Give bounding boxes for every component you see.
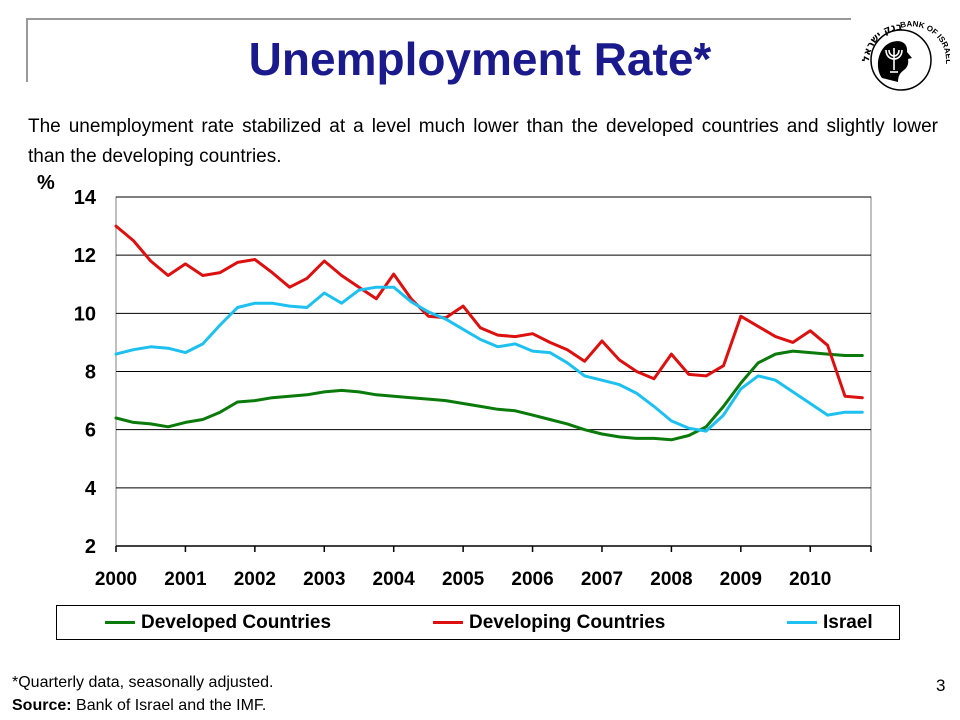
frame-left-rule [26,18,28,82]
legend-label-israel: Israel [823,611,873,633]
page-number: 3 [936,676,946,695]
gridlines [116,196,871,547]
x-tick-label: 2009 [720,569,762,590]
source-note: Source: Bank of Israel and the IMF. [12,697,266,715]
menorah-icon [885,48,903,73]
chart-legend: Developed Countries Developing Countries… [56,605,900,640]
x-tick-labels: 2000 2001 2002 2003 2004 2005 2006 2007 2008 2009… [95,569,832,590]
legend-swatch-developing [433,621,463,624]
slide-subtitle: The unemployment rate stabilized at a le… [28,116,938,167]
legend-label-developing: Developing Countries [469,611,666,633]
legend-item-developed: Developed Countries [105,606,331,639]
series-lines [114,224,864,442]
frame-top-rule [26,18,851,20]
source-text: Bank of Israel and the IMF. [71,697,267,714]
footnote: *Quarterly data, seasonally adjusted. [12,674,274,691]
source-label: Source: [12,697,72,714]
x-tick-label: 2002 [234,569,276,590]
x-ticks [115,546,872,552]
y-tick-label: 10 [74,303,96,325]
x-tick-label: 2007 [581,569,623,590]
page-title: Unemployment Rate* [248,33,712,85]
x-tick-label: 2006 [511,569,553,590]
y-tick-label: 14 [74,187,97,209]
y-tick-label: 4 [85,478,97,500]
series-line-israel [114,285,864,433]
legend-label-developed: Developed Countries [141,611,332,633]
legend-item-developing: Developing Countries [433,606,665,639]
x-tick-label: 2005 [442,569,485,590]
x-tick-label: 2008 [650,569,692,590]
x-tick-label: 2003 [303,569,345,590]
y-tick-label: 2 [85,536,96,558]
bank-of-israel-logo: בנק ישראל BANK OF ISRAEL [861,19,950,91]
y-axis-label: % [37,172,55,194]
legend-swatch-developed [105,621,135,624]
y-tick-label: 12 [74,245,96,267]
x-tick-label: 2004 [373,569,416,590]
x-tick-label: 2010 [789,569,831,590]
x-tick-label: 2001 [164,569,207,590]
series-line-developed-countries [114,349,864,442]
legend-swatch-israel [787,621,817,624]
y-tick-label: 8 [85,362,96,384]
legend-item-israel: Israel [787,606,873,639]
series-line-developing-countries [114,224,864,400]
x-tick-label: 2000 [95,569,137,590]
y-tick-labels: 2 4 6 8 10 12 14 [74,187,97,558]
y-tick-label: 6 [85,420,96,442]
